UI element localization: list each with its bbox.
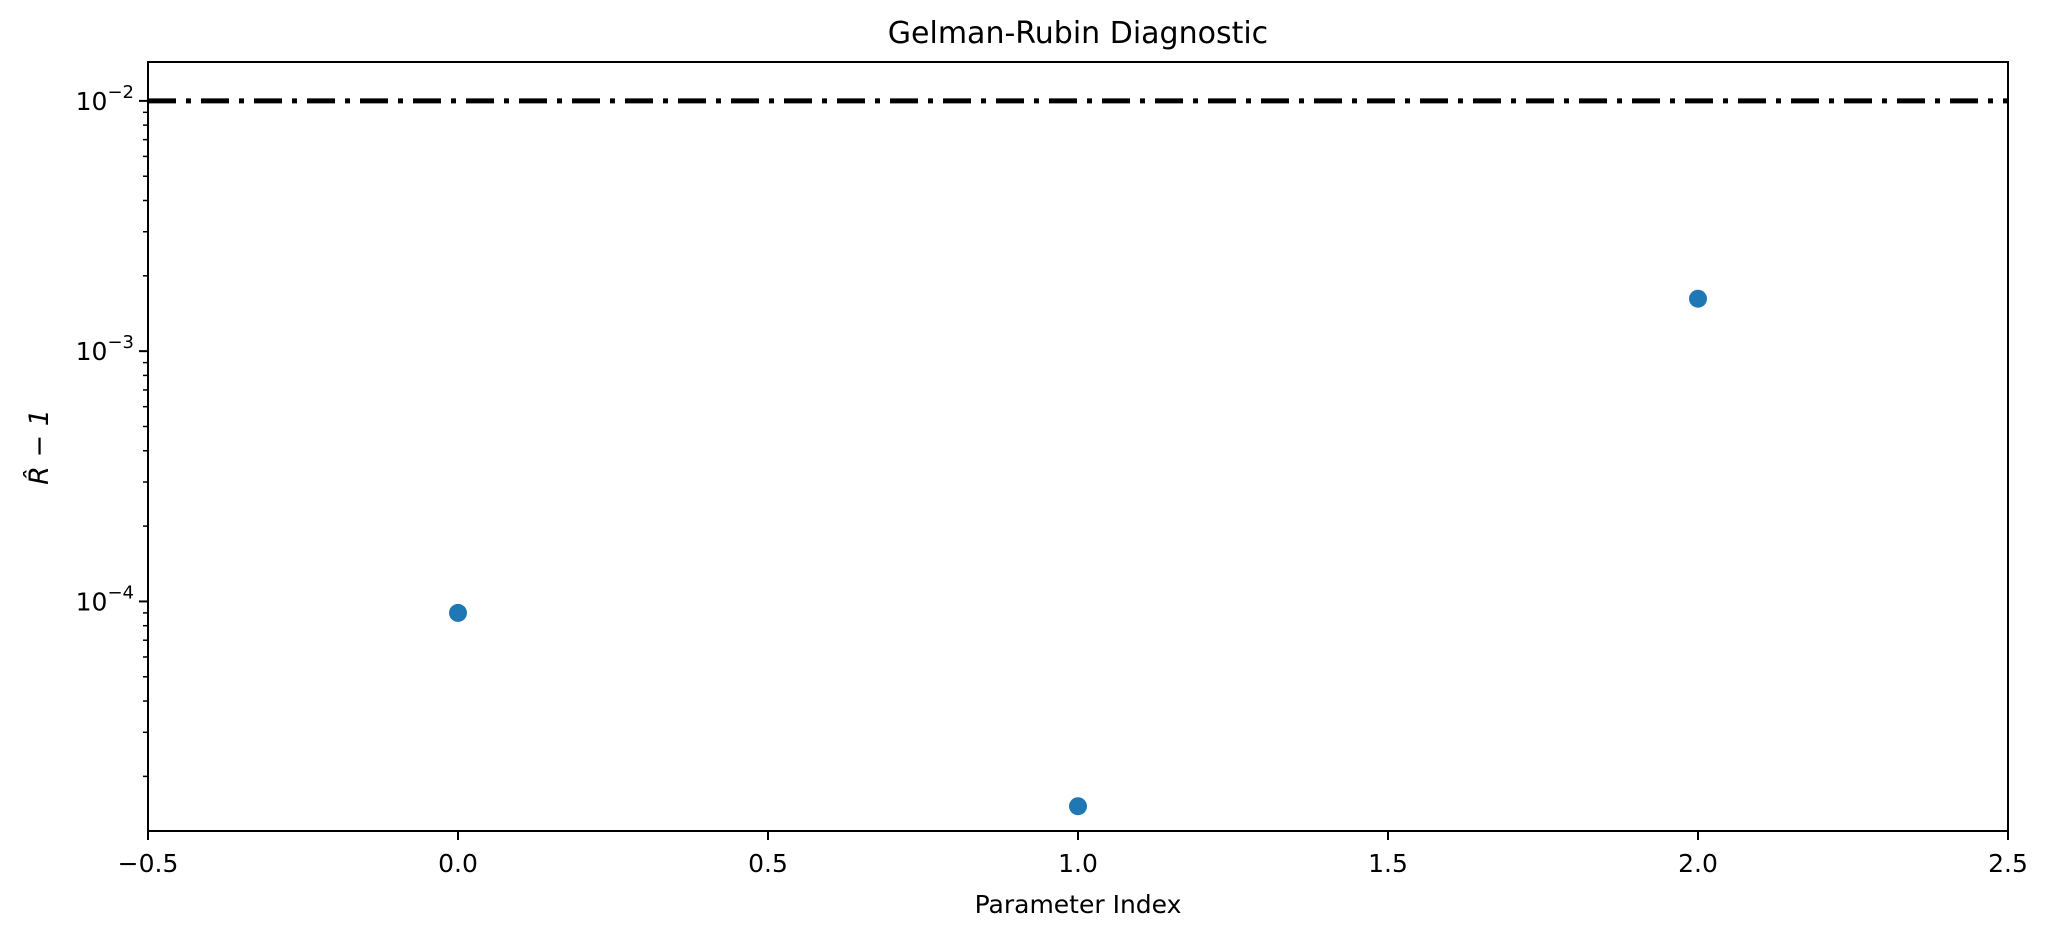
x-tick-label-6: 2.5: [1988, 849, 2028, 878]
y-axis: 10−4 10−3 10−2: [76, 82, 148, 778]
data-point-2: [1689, 289, 1707, 308]
y-axis-label: R̂ − 1: [23, 409, 55, 485]
plot-frame: [147, 61, 2009, 832]
x-axis: −0.5 0.0 0.5 1.0 1.5 2.0 2.5: [118, 831, 2028, 878]
y-tick-label-1: 10−3: [76, 332, 134, 366]
y-tick-label-2: 10−2: [76, 82, 134, 116]
y-tick-label-0: 10−4: [76, 582, 134, 616]
x-axis-label: Parameter Index: [975, 890, 1182, 919]
x-tick-label-1: 0.0: [438, 849, 478, 878]
data-point-0: [449, 603, 467, 622]
plot-content: [148, 98, 2008, 816]
x-tick-label-0: −0.5: [118, 849, 179, 878]
x-tick-label-5: 2.0: [1678, 849, 1718, 878]
data-point-1: [1069, 797, 1087, 816]
x-tick-label-2: 0.5: [748, 849, 788, 878]
chart-title: Gelman-Rubin Diagnostic: [888, 16, 1268, 51]
x-tick-label-3: 1.0: [1058, 849, 1098, 878]
x-tick-label-4: 1.5: [1368, 849, 1408, 878]
